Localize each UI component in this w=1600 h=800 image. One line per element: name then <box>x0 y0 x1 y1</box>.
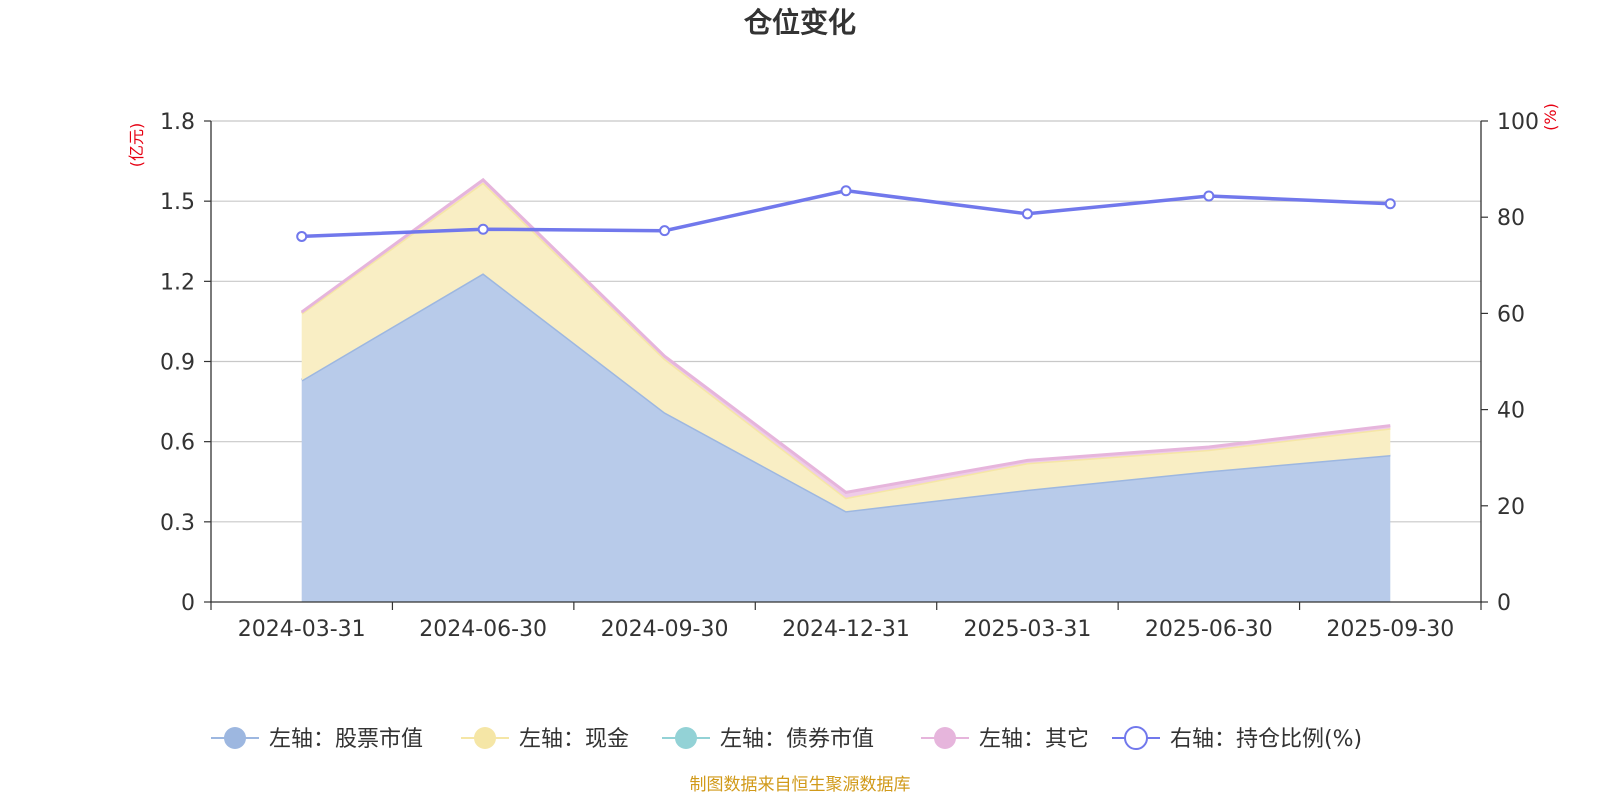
source-note: 制图数据来自恒生聚源数据库 <box>690 775 911 795</box>
area-edge-3 <box>300 177 1391 494</box>
ratio-point <box>659 225 671 237</box>
x-tick-label: 2025-03-31 <box>963 617 1091 642</box>
left-tick-label: 1.8 <box>160 110 195 135</box>
legend-item-1[interactable]: 左轴：现金 <box>461 727 629 752</box>
area-0 <box>301 273 1391 602</box>
left-tick-label: 1.5 <box>160 190 195 215</box>
stacked-areas <box>300 177 1391 602</box>
x-tick-label: 2025-06-30 <box>1145 617 1273 642</box>
right-tick-label: 40 <box>1497 399 1525 424</box>
position-ratio-line <box>296 185 1396 242</box>
legend-label: 左轴：现金 <box>519 727 629 752</box>
legend-label: 左轴：债券市值 <box>720 727 874 752</box>
legend-item-3[interactable]: 左轴：其它 <box>921 727 1089 752</box>
legend-label: 左轴：股票市值 <box>269 727 423 752</box>
left-tick-label: 0.6 <box>160 431 195 456</box>
ratio-point <box>1203 190 1215 202</box>
x-tick-label: 2024-03-31 <box>238 617 366 642</box>
legend-marker <box>474 727 496 749</box>
legend-item-2[interactable]: 左轴：债券市值 <box>662 727 874 752</box>
legend-item-0[interactable]: 左轴：股票市值 <box>211 727 423 752</box>
left-tick-label: 0.3 <box>160 511 195 536</box>
x-tick-label: 2024-06-30 <box>419 617 547 642</box>
x-tick-label: 2025-09-30 <box>1326 617 1454 642</box>
ratio-point <box>296 230 308 242</box>
axes: 0 0.3 0.6 0.9 1.2 1.5 1.8 0 20 40 60 80 100 2024-03-3… <box>160 110 1539 642</box>
legend-label: 右轴：持仓比例(%) <box>1170 727 1362 752</box>
chart-title: 仓位变化 <box>744 6 856 39</box>
legend-marker <box>1124 726 1148 750</box>
x-tick-label: 2024-09-30 <box>601 617 729 642</box>
legend-marker <box>934 727 956 749</box>
left-axis-unit: (亿元) <box>127 123 146 168</box>
legend-marker <box>224 727 246 749</box>
right-tick-label: 80 <box>1497 206 1525 231</box>
right-tick-label: 0 <box>1497 591 1511 616</box>
ratio-point <box>477 223 489 235</box>
x-tick-label: 2024-12-31 <box>782 617 910 642</box>
legend-marker <box>675 727 697 749</box>
ratio-point <box>840 185 852 197</box>
left-tick-label: 0.9 <box>160 351 195 376</box>
left-tick-label: 1.2 <box>160 270 195 295</box>
right-axis-unit: (%) <box>1541 103 1560 131</box>
right-tick-label: 100 <box>1497 110 1539 135</box>
ratio-point <box>1021 208 1033 220</box>
legend-item-4[interactable]: 右轴：持仓比例(%) <box>1112 726 1362 752</box>
left-tick-label: 0 <box>181 591 195 616</box>
right-tick-label: 60 <box>1497 302 1525 327</box>
legend-label: 左轴：其它 <box>979 727 1089 752</box>
ratio-point <box>1384 198 1396 210</box>
right-tick-label: 20 <box>1497 495 1525 520</box>
legend: 左轴：股票市值 左轴：现金 左轴：债券市值 左轴：其它 右轴：持仓比例(%) <box>211 726 1362 752</box>
